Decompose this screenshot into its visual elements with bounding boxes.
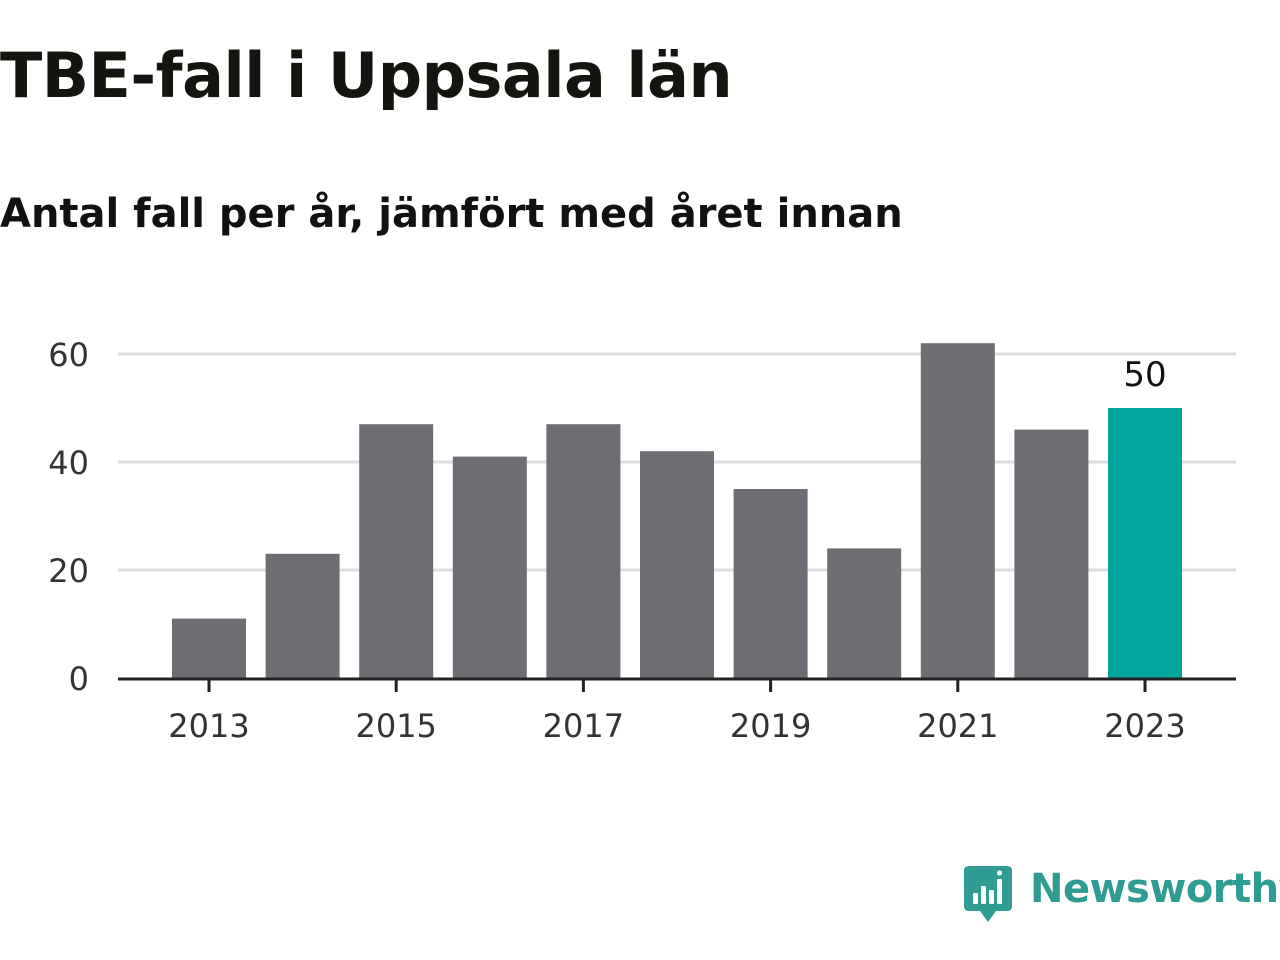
bar	[172, 618, 246, 678]
chart-subtitle: Antal fall per år, jämfört med året inna…	[0, 191, 903, 237]
bar	[827, 548, 902, 678]
bar	[1108, 408, 1182, 678]
bar	[359, 424, 434, 678]
bar-chart-speech-bubble-icon	[964, 866, 1012, 922]
bar	[452, 456, 527, 678]
y-tick-label: 0	[69, 660, 89, 698]
bar	[733, 489, 808, 678]
x-tick-label: 2021	[917, 707, 998, 745]
bar	[265, 553, 340, 678]
chart-title: TBE-fall i Uppsala län	[0, 39, 733, 112]
x-tick-label: 2017	[543, 707, 624, 745]
data-label: 50	[1123, 355, 1166, 395]
x-tick-label: 2019	[730, 707, 811, 745]
brand-name: Newsworthy	[1030, 866, 1280, 912]
bar	[546, 424, 621, 678]
x-tick-label: 2013	[168, 707, 249, 745]
y-tick-label: 40	[48, 444, 89, 482]
y-tick-label: 60	[48, 336, 89, 374]
x-tick-label: 2015	[355, 707, 436, 745]
y-tick-label: 20	[48, 552, 89, 590]
bar	[1014, 429, 1089, 678]
newsworthy-logo: Newsworthy	[962, 862, 1280, 924]
x-tick-label: 2023	[1104, 707, 1185, 745]
bar	[640, 451, 714, 678]
bar	[920, 343, 995, 678]
